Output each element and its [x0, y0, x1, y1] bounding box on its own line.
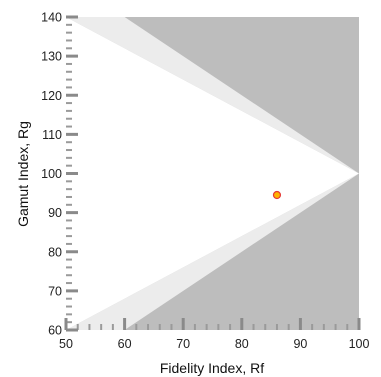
y-tick-label: 70	[48, 284, 62, 298]
x-tick-label: 100	[349, 337, 370, 351]
y-tick-label: 120	[41, 89, 62, 103]
x-tick-label: 60	[118, 337, 132, 351]
x-tick-label: 70	[176, 337, 190, 351]
y-tick-label: 100	[41, 167, 62, 181]
background-regions	[66, 17, 359, 330]
major-ticks	[64, 15, 361, 332]
y-axis-title: Gamut Index, Rg	[15, 121, 31, 227]
y-tick-label: 130	[41, 50, 62, 64]
region-valid-area	[66, 17, 359, 330]
y-tick-label: 140	[41, 11, 62, 25]
y-tick-label: 90	[48, 206, 62, 220]
x-minor-ticks	[76, 324, 349, 330]
y-tick-label: 60	[48, 324, 62, 338]
y-tick-label: 80	[48, 245, 62, 259]
region-boundary-band	[66, 17, 359, 330]
y-tick-label: 110	[42, 128, 62, 142]
y-minor-ticks	[66, 23, 72, 324]
x-tick-label: 50	[59, 337, 73, 351]
x-tick-label: 90	[293, 337, 307, 351]
x-tick-labels: 50 60 70 80 90 100	[59, 337, 369, 351]
data-point	[272, 190, 282, 200]
x-axis-title: Fidelity Index, Rf	[160, 360, 264, 376]
data-points	[272, 190, 282, 200]
x-tick-label: 80	[235, 337, 249, 351]
y-tick-labels: 60 70 80 90 100 110 120 130 140	[41, 11, 62, 338]
